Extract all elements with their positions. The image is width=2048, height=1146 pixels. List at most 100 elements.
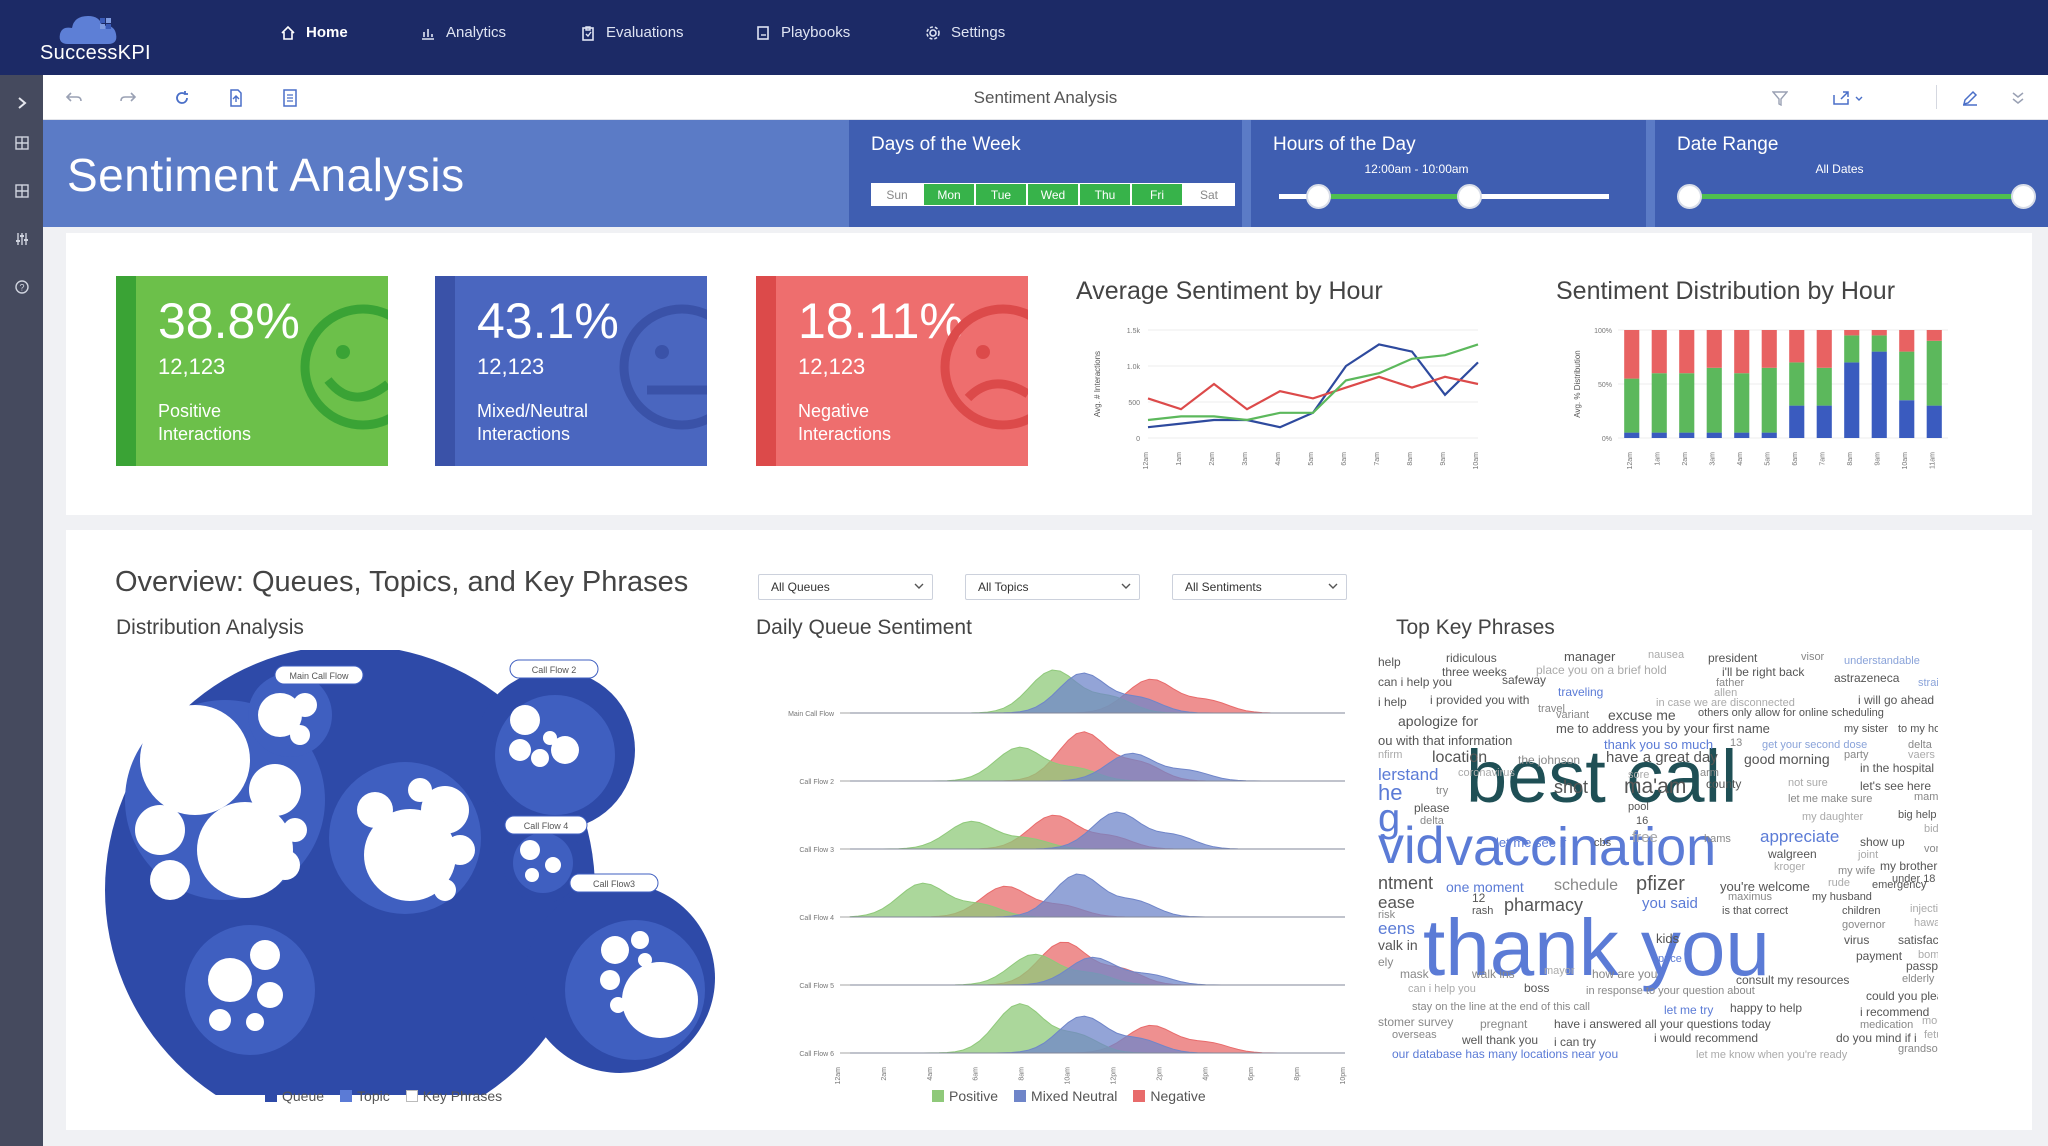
key-phrase[interactable]: in the hospital [1860, 761, 1935, 775]
key-phrase[interactable]: my wife [1838, 865, 1876, 877]
key-phrase[interactable]: appreciate [1760, 827, 1840, 846]
edit-pencil-icon[interactable] [1957, 85, 1983, 111]
key-phrase[interactable]: elderly [1902, 973, 1935, 985]
bar-segment-2[interactable] [1844, 330, 1860, 336]
key-phrase[interactable]: cbs [1594, 837, 1612, 849]
queues-dropdown[interactable]: All Queues [758, 574, 933, 600]
key-phrase[interactable]: visor [1801, 651, 1825, 663]
key-phrase[interactable]: bomb [1918, 949, 1938, 961]
bar-segment-1[interactable] [1871, 335, 1887, 352]
key-phrase[interactable]: location [1432, 749, 1488, 766]
key-phrase[interactable]: vaers [1908, 749, 1935, 761]
bar-segment-0[interactable] [1899, 400, 1915, 438]
key-phrase[interactable]: governor [1842, 919, 1886, 931]
key-phrase[interactable]: well thank you [1462, 1033, 1539, 1047]
key-phrase[interactable]: hawaii [1914, 917, 1938, 929]
bar-segment-1[interactable] [1844, 335, 1860, 363]
key-phrase[interactable]: thank you so much [1604, 737, 1714, 752]
avg-sentiment-line-chart[interactable]: Avg. # Interactions 0 500 1.0k 1.5k 12am 1am 2a… [1090, 322, 1490, 472]
key-phrase[interactable]: payment [1856, 949, 1903, 963]
bar-segment-2[interactable] [1816, 330, 1832, 368]
hours-slider-end-handle[interactable] [1457, 184, 1482, 209]
key-phrase[interactable]: under 18 [1892, 873, 1936, 885]
share-dropdown-icon[interactable] [1827, 85, 1871, 111]
key-phrase[interactable]: boss [1524, 981, 1550, 995]
kpi-positive-card[interactable]: 38.8% 12,123 Positive Interactions [116, 276, 388, 466]
legend-item[interactable]: Positive [932, 1088, 998, 1104]
line-series-1[interactable] [1147, 375, 1479, 411]
legend-item[interactable]: Mixed Neutral [1014, 1088, 1117, 1104]
key-phrase[interactable]: the johnson [1518, 753, 1581, 767]
help-icon[interactable]: ? [8, 273, 36, 301]
bar-segment-2[interactable] [1871, 330, 1887, 336]
key-phrase[interactable]: let me make sure [1788, 793, 1873, 805]
key-phrase[interactable]: pfizer [1636, 873, 1685, 895]
kpi-neutral-card[interactable]: 43.1% 12,123 Mixed/Neutral Interactions [435, 276, 707, 466]
key-phrase[interactable]: manager [1564, 649, 1616, 664]
nav-evaluations[interactable]: Evaluations [580, 24, 684, 41]
key-phrase[interactable]: my sister [1844, 723, 1888, 735]
key-phrase[interactable]: ease [1378, 893, 1415, 912]
bar-segment-1[interactable] [1651, 373, 1667, 433]
key-phrase[interactable]: 16 [1636, 815, 1649, 827]
key-phrase[interactable]: he [1378, 780, 1403, 805]
key-phrase[interactable]: kids [1656, 931, 1680, 946]
key-phrase[interactable]: not sure [1788, 777, 1828, 789]
key-phrase[interactable]: eens [1378, 919, 1415, 938]
key-phrase[interactable]: my daughter [1802, 811, 1864, 823]
bar-segment-0[interactable] [1844, 362, 1860, 438]
key-phrase[interactable]: place you on a brief hold [1536, 663, 1667, 677]
key-phrase[interactable]: try [1436, 785, 1449, 797]
bar-segment-1[interactable] [1734, 373, 1750, 433]
bar-segment-1[interactable] [1789, 362, 1805, 406]
key-phrase[interactable]: party [1844, 749, 1869, 761]
distribution-bar-chart[interactable]: Avg. % Distribution 0% 50% 100% 12am 1am 2am 3a… [1570, 322, 1970, 472]
key-phrase[interactable]: excuse me [1608, 707, 1676, 723]
legend-item[interactable]: Queue [265, 1088, 324, 1104]
bar-segment-1[interactable] [1926, 340, 1942, 406]
key-phrase[interactable]: astrazeneca [1834, 671, 1900, 685]
topics-dropdown[interactable]: All Topics [965, 574, 1140, 600]
key-phrase[interactable]: happy to help [1730, 1001, 1803, 1015]
key-phrase[interactable]: how are you [1592, 967, 1658, 981]
key-phrase[interactable]: 12 [1472, 891, 1486, 905]
key-phrase[interactable]: emergency [1872, 879, 1927, 891]
key-phrase[interactable]: ridiculous [1446, 651, 1497, 665]
key-phrase[interactable]: mam [1914, 791, 1938, 803]
key-phrase[interactable]: vons [1924, 843, 1938, 855]
bar-segment-2[interactable] [1706, 330, 1722, 368]
key-phrase[interactable]: please [1414, 801, 1450, 815]
redo-icon[interactable] [115, 85, 141, 111]
key-phrase[interactable]: big help [1898, 809, 1937, 821]
ridge-area-1[interactable] [850, 811, 1345, 850]
day-toggle-sat[interactable]: Sat [1183, 183, 1235, 206]
day-toggle-thu[interactable]: Thu [1079, 183, 1131, 206]
collapse-double-chevron-icon[interactable] [2005, 85, 2031, 111]
key-phrase[interactable]: biden [1924, 823, 1938, 835]
key-phrase[interactable]: stay on the line at the end of this call [1412, 1001, 1590, 1013]
key-phrase[interactable]: you said [1642, 895, 1698, 912]
key-phrase[interactable]: in response to your question about [1586, 985, 1755, 997]
daily-queue-ridge-chart[interactable]: Main Call Flow Call Flow 2 Call Flow 3 Call… [760, 655, 1360, 1085]
day-toggle-mon[interactable]: Mon [923, 183, 975, 206]
bar-segment-2[interactable] [1651, 330, 1667, 374]
key-phrase[interactable]: rude [1828, 877, 1851, 889]
key-phrase[interactable]: children [1842, 905, 1881, 917]
table-icon[interactable] [8, 177, 36, 205]
key-phrase[interactable]: arm [1700, 767, 1719, 779]
key-phrase[interactable]: let me know when you're ready [1696, 1049, 1848, 1061]
key-phrase[interactable]: understandable [1844, 655, 1920, 667]
key-phrase[interactable]: help [1378, 655, 1401, 669]
date-slider-end-handle[interactable] [2011, 184, 2036, 209]
day-toggle-sun[interactable]: Sun [871, 183, 923, 206]
bar-segment-0[interactable] [1926, 405, 1942, 438]
key-phrase[interactable]: i'll be right back [1722, 665, 1805, 679]
legend-item[interactable]: Topic [340, 1088, 390, 1104]
bar-segment-1[interactable] [1761, 367, 1777, 433]
key-phrase[interactable]: is that correct [1722, 905, 1789, 917]
ridge-area-1[interactable] [850, 956, 1345, 986]
bar-segment-1[interactable] [1706, 367, 1722, 433]
key-phrase[interactable]: my husband [1812, 891, 1872, 903]
legend-item[interactable]: Key Phrases [405, 1088, 502, 1104]
day-toggle-tue[interactable]: Tue [975, 183, 1027, 206]
